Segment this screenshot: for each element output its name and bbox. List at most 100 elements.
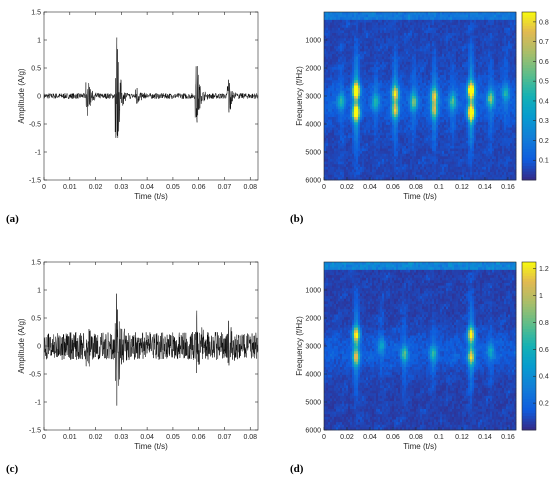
- heatmap-cell: [402, 132, 405, 136]
- heatmap-cell: [326, 22, 329, 26]
- heatmap-cell: [390, 17, 393, 21]
- heatmap-cell: [444, 40, 447, 44]
- heatmap-cell: [510, 114, 513, 118]
- heatmap-cell: [470, 103, 473, 107]
- heatmap-cell: [414, 93, 417, 97]
- heatmap-cell: [446, 27, 449, 31]
- heatmap-cell: [486, 27, 489, 31]
- heatmap-cell: [430, 61, 433, 65]
- heatmap-cell: [504, 25, 507, 29]
- heatmap-cell: [358, 61, 361, 65]
- heatmap-cell: [418, 67, 421, 71]
- heatmap-cell: [398, 69, 401, 73]
- heatmap-cell: [332, 119, 335, 123]
- heatmap-cell: [446, 12, 449, 15]
- heatmap-cell: [420, 90, 423, 94]
- heatmap-cell: [462, 54, 465, 57]
- heatmap-cell: [416, 106, 419, 110]
- heatmap-cell: [478, 75, 481, 78]
- heatmap-cell: [480, 124, 483, 128]
- heatmap-cell: [416, 51, 419, 55]
- heatmap-cell: [494, 61, 497, 65]
- heatmap-cell: [366, 90, 369, 94]
- heatmap-cell: [412, 54, 415, 57]
- heatmap-cell: [396, 72, 399, 76]
- heatmap-cell: [392, 114, 395, 118]
- heatmap-cell: [510, 82, 513, 86]
- heatmap-cell: [426, 59, 429, 63]
- heatmap-cell: [382, 38, 385, 42]
- heatmap-cell: [408, 114, 411, 118]
- heatmap-cell: [342, 25, 345, 29]
- heatmap-cell: [348, 59, 351, 63]
- heatmap-cell: [372, 19, 375, 23]
- heatmap-cell: [412, 51, 415, 55]
- heatmap-cell: [334, 33, 337, 36]
- heatmap-cell: [396, 67, 399, 71]
- heatmap-cell: [334, 43, 337, 47]
- heatmap-cell: [376, 46, 379, 50]
- heatmap-cell: [338, 88, 341, 92]
- heatmap-cell: [492, 130, 495, 134]
- heatmap-cell: [414, 90, 417, 94]
- heatmap-cell: [464, 98, 467, 102]
- heatmap-cell: [400, 82, 403, 86]
- heatmap-cell: [406, 33, 409, 36]
- heatmap-cell: [392, 117, 395, 120]
- heatmap-cell: [328, 69, 331, 73]
- heatmap-cell: [476, 48, 479, 52]
- heatmap-cell: [418, 88, 421, 92]
- heatmap-cell: [452, 59, 455, 63]
- heatmap-cell: [486, 106, 489, 110]
- heatmap-cell: [390, 35, 393, 39]
- heatmap-cell: [430, 43, 433, 47]
- heatmap-cell: [484, 138, 487, 141]
- heatmap-cell: [326, 127, 329, 131]
- heatmap-cell: [352, 12, 355, 15]
- heatmap-cell: [470, 19, 473, 23]
- heatmap-cell: [402, 14, 405, 18]
- heatmap-cell: [482, 59, 485, 63]
- heatmap-cell: [358, 90, 361, 94]
- heatmap-cell: [340, 14, 343, 18]
- heatmap-cell: [332, 111, 335, 115]
- heatmap-cell: [350, 138, 353, 141]
- heatmap-cell: [382, 40, 385, 44]
- heatmap-cell: [360, 40, 363, 44]
- heatmap-cell: [482, 90, 485, 94]
- heatmap-cell: [348, 114, 351, 118]
- heatmap-cell: [460, 48, 463, 52]
- heatmap-cell: [434, 124, 437, 128]
- heatmap-cell: [356, 56, 359, 60]
- heatmap-cell: [474, 59, 477, 63]
- heatmap-cell: [470, 33, 473, 36]
- heatmap-cell: [456, 69, 459, 73]
- heatmap-cell: [492, 51, 495, 55]
- heatmap-cell: [388, 101, 391, 105]
- heatmap-cell: [330, 61, 333, 65]
- heatmap-cell: [330, 93, 333, 97]
- heatmap-cell: [338, 43, 341, 47]
- heatmap-cell: [374, 72, 377, 76]
- heatmap-cell: [480, 143, 483, 147]
- heatmap-cell: [492, 64, 495, 68]
- heatmap-cell: [452, 69, 455, 73]
- heatmap-cell: [332, 56, 335, 60]
- heatmap-cell: [458, 85, 461, 89]
- heatmap-cell: [376, 12, 379, 15]
- heatmap-cell: [506, 46, 509, 50]
- heatmap-cell: [498, 122, 501, 126]
- heatmap-cell: [368, 22, 371, 26]
- heatmap-cell: [464, 77, 467, 81]
- heatmap-cell: [492, 98, 495, 102]
- heatmap-cell: [468, 51, 471, 55]
- heatmap-cell: [448, 22, 451, 26]
- heatmap-cell: [414, 85, 417, 89]
- heatmap-cell: [388, 17, 391, 21]
- heatmap-cell: [456, 135, 459, 139]
- heatmap-cell: [362, 122, 365, 126]
- heatmap-cell: [446, 98, 449, 102]
- heatmap-cell: [426, 19, 429, 23]
- heatmap-cell: [336, 96, 339, 99]
- heatmap-cell: [470, 88, 473, 92]
